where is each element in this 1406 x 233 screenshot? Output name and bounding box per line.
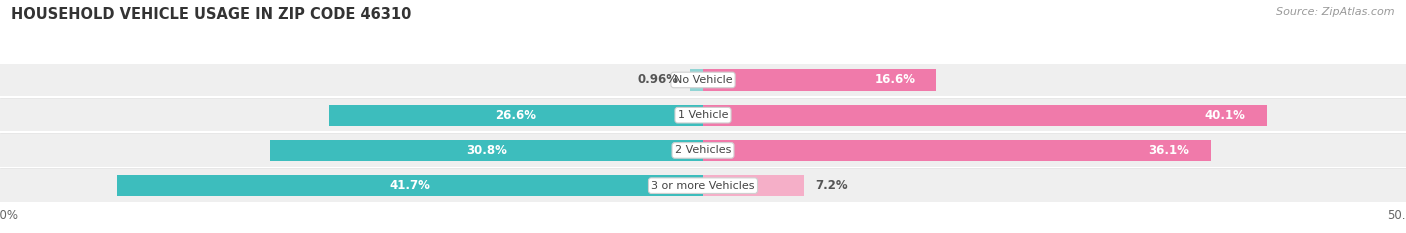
Text: HOUSEHOLD VEHICLE USAGE IN ZIP CODE 46310: HOUSEHOLD VEHICLE USAGE IN ZIP CODE 4631… <box>11 7 412 22</box>
Bar <box>0 64 1406 96</box>
Text: 1 Vehicle: 1 Vehicle <box>678 110 728 120</box>
Bar <box>329 105 703 126</box>
Bar <box>0 134 1406 167</box>
Bar <box>0 99 1406 131</box>
Bar <box>689 69 703 91</box>
Text: Source: ZipAtlas.com: Source: ZipAtlas.com <box>1277 7 1395 17</box>
Bar <box>703 140 1211 161</box>
Text: 40.1%: 40.1% <box>1205 109 1246 122</box>
Text: No Vehicle: No Vehicle <box>673 75 733 85</box>
Text: 36.1%: 36.1% <box>1149 144 1189 157</box>
Text: 2 Vehicles: 2 Vehicles <box>675 145 731 155</box>
Bar <box>703 175 804 196</box>
Text: 26.6%: 26.6% <box>495 109 537 122</box>
Bar <box>703 105 1267 126</box>
Text: 3 or more Vehicles: 3 or more Vehicles <box>651 181 755 191</box>
Bar <box>703 69 936 91</box>
Text: 16.6%: 16.6% <box>875 73 915 86</box>
Text: 0.96%: 0.96% <box>637 73 678 86</box>
Text: 30.8%: 30.8% <box>465 144 508 157</box>
Text: 41.7%: 41.7% <box>389 179 430 192</box>
Bar <box>270 140 703 161</box>
Bar <box>0 169 1406 202</box>
Bar <box>117 175 703 196</box>
Text: 7.2%: 7.2% <box>815 179 848 192</box>
